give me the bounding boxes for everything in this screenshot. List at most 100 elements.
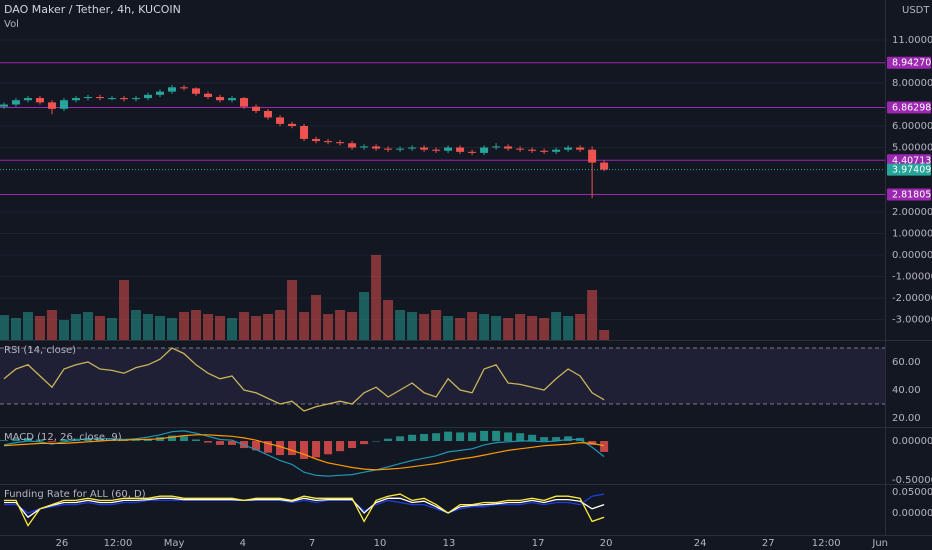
- volume-bar: [419, 314, 430, 340]
- candle-body: [528, 149, 537, 151]
- histogram-bar: [23, 437, 32, 442]
- volume-bar: [215, 316, 226, 340]
- volume-bar: [311, 295, 322, 340]
- histogram-bar: [0, 440, 8, 442]
- candle-body: [240, 98, 249, 107]
- y-tick-label: 40.00: [892, 385, 921, 396]
- histogram-bar: [516, 433, 525, 442]
- volume-bar: [551, 312, 562, 340]
- volume-bar: [467, 312, 478, 340]
- candle-body: [192, 88, 201, 94]
- volume-bar: [527, 316, 538, 340]
- candle-body: [540, 150, 549, 152]
- histogram-bar: [264, 441, 273, 453]
- candle-body: [480, 147, 489, 153]
- candle-body: [300, 126, 309, 139]
- x-tick-label: 12:00: [104, 538, 133, 549]
- x-tick-label: 26: [56, 538, 69, 549]
- pane-title: Funding Rate for ALL (60, D): [4, 489, 146, 500]
- x-tick-label: 7: [309, 538, 315, 549]
- histogram-bar: [492, 430, 501, 442]
- histogram-bar: [276, 441, 285, 456]
- candle-body: [35, 98, 44, 103]
- y-tick-label: 0.00000: [892, 436, 932, 447]
- volume-bar: [0, 315, 9, 340]
- candle-body: [0, 104, 8, 107]
- x-tick-label: 13: [443, 538, 456, 549]
- histogram-bar: [420, 434, 429, 442]
- volume-bar: [515, 314, 526, 340]
- histogram-bar: [480, 430, 489, 442]
- candle-body: [588, 149, 597, 163]
- volume-bar: [275, 310, 286, 340]
- candle-body: [324, 141, 333, 143]
- candle-body: [107, 98, 116, 100]
- volume-bar: [503, 318, 514, 340]
- histogram-bar: [35, 439, 44, 442]
- candle-body: [312, 138, 321, 142]
- histogram-bar: [216, 441, 225, 445]
- histogram-bar: [336, 441, 345, 452]
- y-tick-label: -1.00000: [892, 272, 932, 283]
- candle-body: [360, 146, 369, 148]
- level-tag: [887, 188, 931, 201]
- volume-bar: [335, 310, 346, 340]
- candle-body: [228, 98, 237, 101]
- x-tick-label: 10: [374, 538, 387, 549]
- volume-bar: [299, 312, 310, 340]
- histogram-bar: [468, 432, 477, 442]
- histogram-bar: [204, 441, 213, 443]
- histogram-bar: [228, 441, 237, 445]
- volume-bar: [539, 318, 550, 340]
- candle-body: [11, 100, 20, 105]
- pane-title: MACD (12, 26, close, 9): [4, 432, 122, 443]
- candle-body: [131, 98, 140, 100]
- candle-body: [47, 102, 56, 109]
- histogram-bar: [540, 437, 549, 442]
- indicator-line: [3, 347, 605, 412]
- candle-body: [336, 142, 345, 144]
- candle-body: [95, 96, 104, 99]
- candle-body: [372, 146, 381, 149]
- y-tick-label: 11.00000: [892, 35, 932, 46]
- candle-body: [276, 117, 285, 124]
- volume-bar: [371, 255, 382, 340]
- candle-body: [59, 100, 68, 109]
- y-tick-label: 5.00000: [892, 143, 932, 154]
- volume-bar: [359, 292, 370, 340]
- volume-bar: [287, 280, 298, 340]
- last-price-tag: [887, 163, 931, 176]
- y-tick-label: 0.00000: [892, 508, 932, 519]
- y-tick-label: -3.00000: [892, 315, 932, 326]
- histogram-bar: [348, 441, 357, 449]
- y-tick-label: 2.00000: [892, 207, 932, 218]
- level-tag: [887, 101, 931, 114]
- indicator-line: [4, 493, 605, 514]
- histogram-bar: [131, 440, 140, 442]
- indicator-line: [3, 430, 605, 477]
- volume-bar: [179, 312, 190, 340]
- candle-body: [576, 147, 585, 150]
- volume-bar: [599, 330, 610, 340]
- volume-bar: [22, 312, 33, 340]
- histogram-bar: [360, 441, 369, 445]
- volume-bar: [239, 312, 250, 340]
- candle-body: [119, 98, 128, 100]
- y-tick-label: -2.00000: [892, 293, 932, 304]
- volume-bar: [455, 318, 466, 340]
- histogram-bar: [552, 437, 561, 442]
- volume-bar: [407, 312, 418, 340]
- candle-body: [348, 143, 357, 148]
- candle-body: [204, 93, 213, 97]
- x-tick-label: 20: [600, 538, 613, 549]
- histogram-bar: [192, 439, 201, 442]
- histogram-bar: [288, 441, 297, 456]
- candle-body: [444, 147, 453, 151]
- level-tag-label: 6.86298: [892, 102, 931, 113]
- candle-body: [252, 106, 261, 111]
- histogram-bar: [564, 436, 573, 442]
- histogram-bar: [408, 434, 417, 442]
- candle-body: [516, 148, 525, 150]
- volume-bar: [82, 312, 93, 340]
